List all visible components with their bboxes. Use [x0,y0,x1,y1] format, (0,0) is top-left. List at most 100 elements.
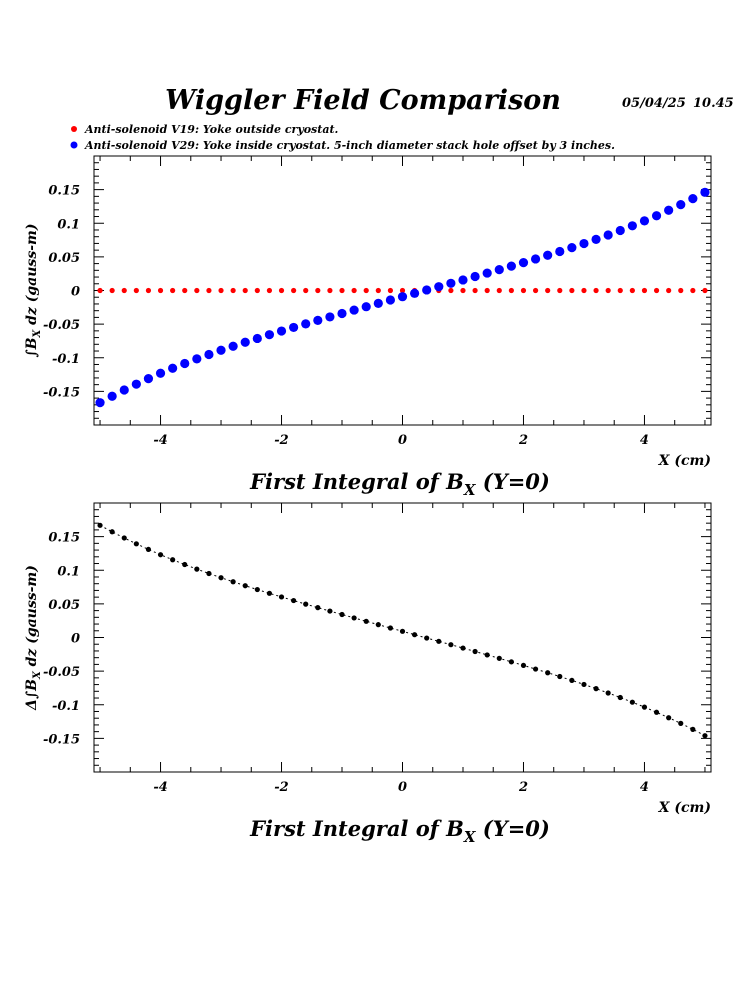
bottom-x-tick-label: 2 [518,780,528,795]
bottom-y-tick-label: -0.05 [43,665,80,680]
top-series-1-point [676,200,686,210]
top-series-0-point [399,287,406,294]
figure-title: Wiggler Field Comparison [165,85,561,116]
top-series-0-point [375,287,381,294]
top-series-1-point [276,326,287,336]
top-series-0-point [581,287,587,294]
bottom-series-0-point [387,625,394,631]
top-plot-panel: -4 -2 0 2 40.150.10.050-0.05-0.1-0.15 ∫BX dz… [24,155,712,499]
top-series-1-point [301,319,311,329]
top-series-0-point [194,287,200,294]
top-series-1-point [192,354,202,364]
top-series-1-point [470,271,480,282]
top-series-0-point [242,287,248,294]
top-series-1-point [252,333,262,344]
top-series-1-point [349,305,359,315]
top-series-1-point [555,246,565,257]
top-series-1-point [482,268,492,278]
top-x-tick-label: -4 [153,433,167,448]
top-series-1-point [664,205,674,215]
top-series-1-point [579,238,589,249]
bottom-series-0-point [145,546,152,553]
top-series-1-point [325,312,335,322]
bottom-y-tick-label: 0 [71,632,80,647]
top-series-0-point [508,287,514,294]
bottom-series-0-point [557,673,563,680]
top-series-1-point [228,341,238,351]
top-series-1-point [700,187,710,197]
top-series-0-point [484,287,490,294]
bottom-series-0-point [411,632,418,638]
bottom-caption-main: First Integral of B [249,816,464,841]
bottom-series-0-point [424,635,430,641]
top-series-0-point [653,287,660,294]
top-series-0-point [617,287,623,294]
top-y-integral-symbol: ∫ [24,349,40,357]
top-y-tick-label: -0.15 [43,385,80,400]
bottom-plot-frame [93,502,712,773]
top-x-tick-label: -2 [274,433,288,448]
legend-marker-v19 [71,126,77,132]
top-y-subscript: X [32,328,43,338]
top-series-1-point [615,225,625,236]
bottom-plot-marks [97,522,708,739]
bottom-series-0-point [278,594,285,600]
top-series-0-point [702,287,708,294]
top-series-1-point [337,308,347,319]
bottom-caption-subscript: X [463,828,477,846]
top-y-tick-label: -0.05 [43,318,80,333]
top-series-0-point [230,287,236,294]
top-series-0-point [666,287,672,294]
top-series-0-point [545,287,551,294]
bottom-series-0-point [363,618,369,624]
bottom-caption-tail: (Y=0) [475,816,549,841]
top-series-0-point [678,287,684,294]
top-series-1-point [591,234,601,244]
date-stamp: 05/04/25 [622,96,686,111]
top-plot-marks [95,187,710,408]
bottom-series-0-point [496,655,502,661]
bottom-x-axis-label: X (cm) [658,800,711,816]
bottom-series-0-point [569,677,575,684]
top-series-0-point [315,287,321,294]
top-series-1-point [603,230,613,240]
top-x-tick-label: 0 [398,433,407,448]
bottom-series-0-point [291,597,297,604]
bottom-series-0-point [593,686,599,692]
bottom-y-label-tail: dz (gauss-m) [24,565,40,671]
top-caption-tail: (Y=0) [475,469,549,494]
bottom-series-0-point [230,579,236,585]
top-y-tick-label: 0.05 [48,251,80,266]
bottom-series-0-point [666,715,672,721]
bottom-x-tick-label: 4 [640,780,649,795]
bottom-series-0-point [629,699,635,705]
bottom-y-tick-label: -0.1 [52,699,80,714]
bottom-x-tick-label: 0 [398,780,407,795]
bottom-y-integral-symbol: Δ∫ [24,691,40,711]
bottom-series-0-point [157,552,164,558]
bottom-series-0-point [436,638,442,644]
bottom-series-0-point [581,681,587,688]
top-series-1-point [688,194,698,204]
bottom-series-0-point [351,615,357,621]
top-series-0-point [121,287,127,294]
bottom-series-0-point [617,694,623,701]
top-series-1-point [264,330,275,340]
top-series-1-point [567,242,577,253]
top-series-0-point [472,287,478,294]
top-series-0-point [641,287,648,294]
top-series-1-point [107,391,117,401]
top-series-0-point [254,287,260,294]
bottom-series-0-point [266,590,273,596]
legend-label-v19: Anti-solenoid V19: Yoke outside cryostat… [84,123,339,136]
top-caption-main: First Integral of B [249,469,464,494]
top-series-1-point [639,216,650,226]
top-y-tick-label: -0.1 [52,352,80,367]
top-y-tick-label: 0.15 [48,184,80,199]
bottom-series-0-point [605,690,611,696]
top-series-1-point [216,345,226,355]
top-series-1-point [313,315,323,325]
top-series-1-point [543,250,553,260]
bottom-series-0-point [339,611,345,618]
